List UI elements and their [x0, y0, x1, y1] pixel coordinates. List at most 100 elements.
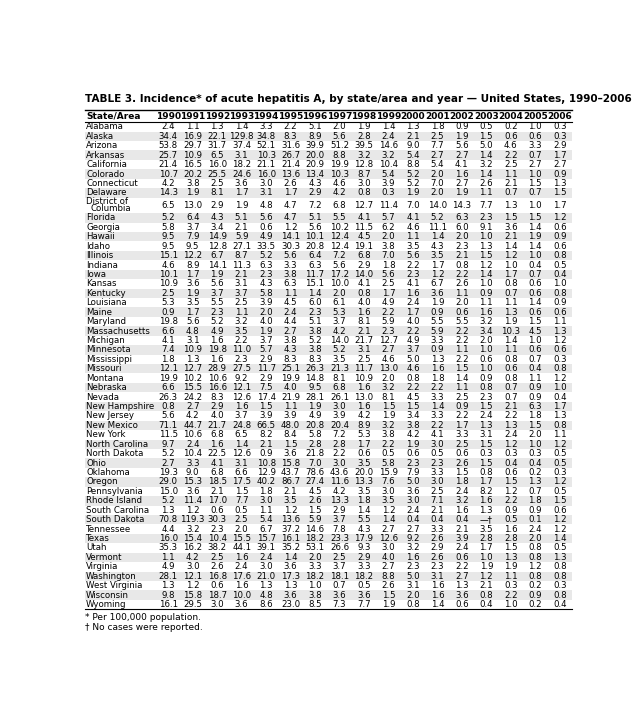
Text: 1.9: 1.9 — [528, 232, 542, 241]
Text: 2.4: 2.4 — [455, 543, 469, 553]
Text: 0.4: 0.4 — [504, 458, 517, 468]
Text: 2.7: 2.7 — [406, 525, 420, 533]
Bar — [85, 420, 572, 430]
Text: 2.9: 2.9 — [553, 142, 567, 150]
Text: 4.6: 4.6 — [381, 355, 395, 364]
Text: 2.9: 2.9 — [357, 553, 370, 562]
Text: 31.7: 31.7 — [208, 142, 227, 150]
Text: 2.1: 2.1 — [504, 179, 517, 188]
Text: New Hampshire: New Hampshire — [86, 402, 154, 411]
Text: 2.5: 2.5 — [357, 355, 370, 364]
Text: 51.2: 51.2 — [330, 142, 349, 150]
Text: 1.9: 1.9 — [210, 270, 224, 279]
Text: 2.2: 2.2 — [333, 449, 346, 458]
Text: 3.3: 3.3 — [357, 563, 370, 571]
Text: 2.5: 2.5 — [235, 298, 249, 307]
Text: —†: —† — [480, 516, 493, 524]
Text: 0.3: 0.3 — [381, 188, 395, 197]
Text: 2.5: 2.5 — [431, 487, 444, 496]
Text: 1.1: 1.1 — [553, 317, 567, 326]
Text: 19.1: 19.1 — [354, 242, 374, 251]
Text: 0.7: 0.7 — [504, 393, 517, 402]
Text: Mississippi: Mississippi — [86, 355, 132, 364]
Text: 2.9: 2.9 — [210, 201, 224, 210]
Text: 7.6: 7.6 — [381, 478, 395, 486]
Text: 3.5: 3.5 — [235, 327, 249, 335]
Text: 2.1: 2.1 — [455, 251, 469, 260]
Text: 38.2: 38.2 — [208, 543, 227, 553]
Text: 2.4: 2.4 — [406, 298, 420, 307]
Text: 7.7: 7.7 — [479, 201, 493, 210]
Text: 1.3: 1.3 — [162, 506, 175, 515]
Text: 2.2: 2.2 — [406, 383, 420, 392]
Text: 1.3: 1.3 — [284, 581, 297, 590]
Text: 0.3: 0.3 — [553, 122, 567, 132]
Text: 2.6: 2.6 — [455, 280, 469, 288]
Text: 2.5: 2.5 — [162, 289, 175, 298]
Text: 1.8: 1.8 — [357, 496, 370, 506]
Text: 2.8: 2.8 — [357, 132, 370, 141]
Text: Michigan: Michigan — [86, 336, 125, 345]
Text: 12.4: 12.4 — [330, 242, 349, 251]
Text: 1.1: 1.1 — [284, 289, 297, 298]
Text: 3.6: 3.6 — [504, 223, 517, 232]
Text: 1.2: 1.2 — [528, 563, 542, 571]
Text: 1.7: 1.7 — [553, 402, 567, 411]
Text: 2.2: 2.2 — [381, 440, 395, 449]
Text: 13.0: 13.0 — [379, 364, 398, 373]
Text: 6.6: 6.6 — [162, 383, 175, 392]
Text: 1.8: 1.8 — [528, 496, 542, 506]
Text: 12.1: 12.1 — [183, 572, 203, 581]
Text: 4.1: 4.1 — [210, 458, 224, 468]
Text: 1.7: 1.7 — [504, 270, 517, 279]
Text: 5.5: 5.5 — [357, 516, 370, 524]
Text: 6.8: 6.8 — [333, 383, 346, 392]
Text: 8.9: 8.9 — [308, 132, 322, 141]
Text: 3.2: 3.2 — [186, 525, 199, 533]
Text: 3.0: 3.0 — [186, 563, 199, 571]
Text: 1.8: 1.8 — [528, 411, 542, 420]
Text: 1.6: 1.6 — [455, 169, 469, 179]
Text: 8.1: 8.1 — [210, 188, 224, 197]
Text: 1.5: 1.5 — [479, 132, 493, 141]
Text: 26.6: 26.6 — [330, 543, 349, 553]
Text: 5.9: 5.9 — [308, 516, 322, 524]
Text: 15.7: 15.7 — [256, 534, 276, 543]
Text: 6.5: 6.5 — [235, 430, 249, 439]
Text: 2.0: 2.0 — [235, 525, 249, 533]
Text: 5.4: 5.4 — [431, 160, 444, 169]
Text: 1.5: 1.5 — [406, 402, 420, 411]
Text: 3.2: 3.2 — [479, 317, 493, 326]
Text: 3.7: 3.7 — [235, 411, 249, 420]
Text: 3.7: 3.7 — [210, 289, 224, 298]
Text: 5.6: 5.6 — [210, 280, 224, 288]
Text: 3.0: 3.0 — [381, 543, 395, 553]
Text: 14.6: 14.6 — [379, 142, 398, 150]
Text: 3.6: 3.6 — [284, 563, 297, 571]
Text: 1.4: 1.4 — [431, 600, 444, 609]
Text: 15.0: 15.0 — [159, 487, 178, 496]
Text: 1.6: 1.6 — [504, 525, 517, 533]
Text: 3.3: 3.3 — [308, 563, 322, 571]
Text: 1.4: 1.4 — [431, 232, 444, 241]
Text: 0.5: 0.5 — [431, 449, 444, 458]
Text: 39.9: 39.9 — [306, 142, 324, 150]
Text: 3.7: 3.7 — [235, 289, 249, 298]
Text: 2.0: 2.0 — [431, 188, 444, 197]
Text: 1995: 1995 — [278, 112, 303, 121]
Text: 1.5: 1.5 — [479, 251, 493, 260]
Text: 3.0: 3.0 — [260, 496, 273, 506]
Text: 0.6: 0.6 — [528, 307, 542, 317]
Text: 2.1: 2.1 — [235, 223, 249, 232]
Text: 13.3: 13.3 — [354, 478, 374, 486]
Text: 3.2: 3.2 — [455, 496, 469, 506]
Text: 0.8: 0.8 — [528, 572, 542, 581]
Text: 0.7: 0.7 — [528, 188, 542, 197]
Text: 2.0: 2.0 — [431, 169, 444, 179]
Text: 5.2: 5.2 — [162, 496, 175, 506]
Text: 5.9: 5.9 — [431, 327, 444, 335]
Text: 4.3: 4.3 — [284, 345, 297, 355]
Text: 1.2: 1.2 — [186, 506, 199, 515]
Text: 1.5: 1.5 — [455, 364, 469, 373]
Text: 14.1: 14.1 — [208, 260, 227, 270]
